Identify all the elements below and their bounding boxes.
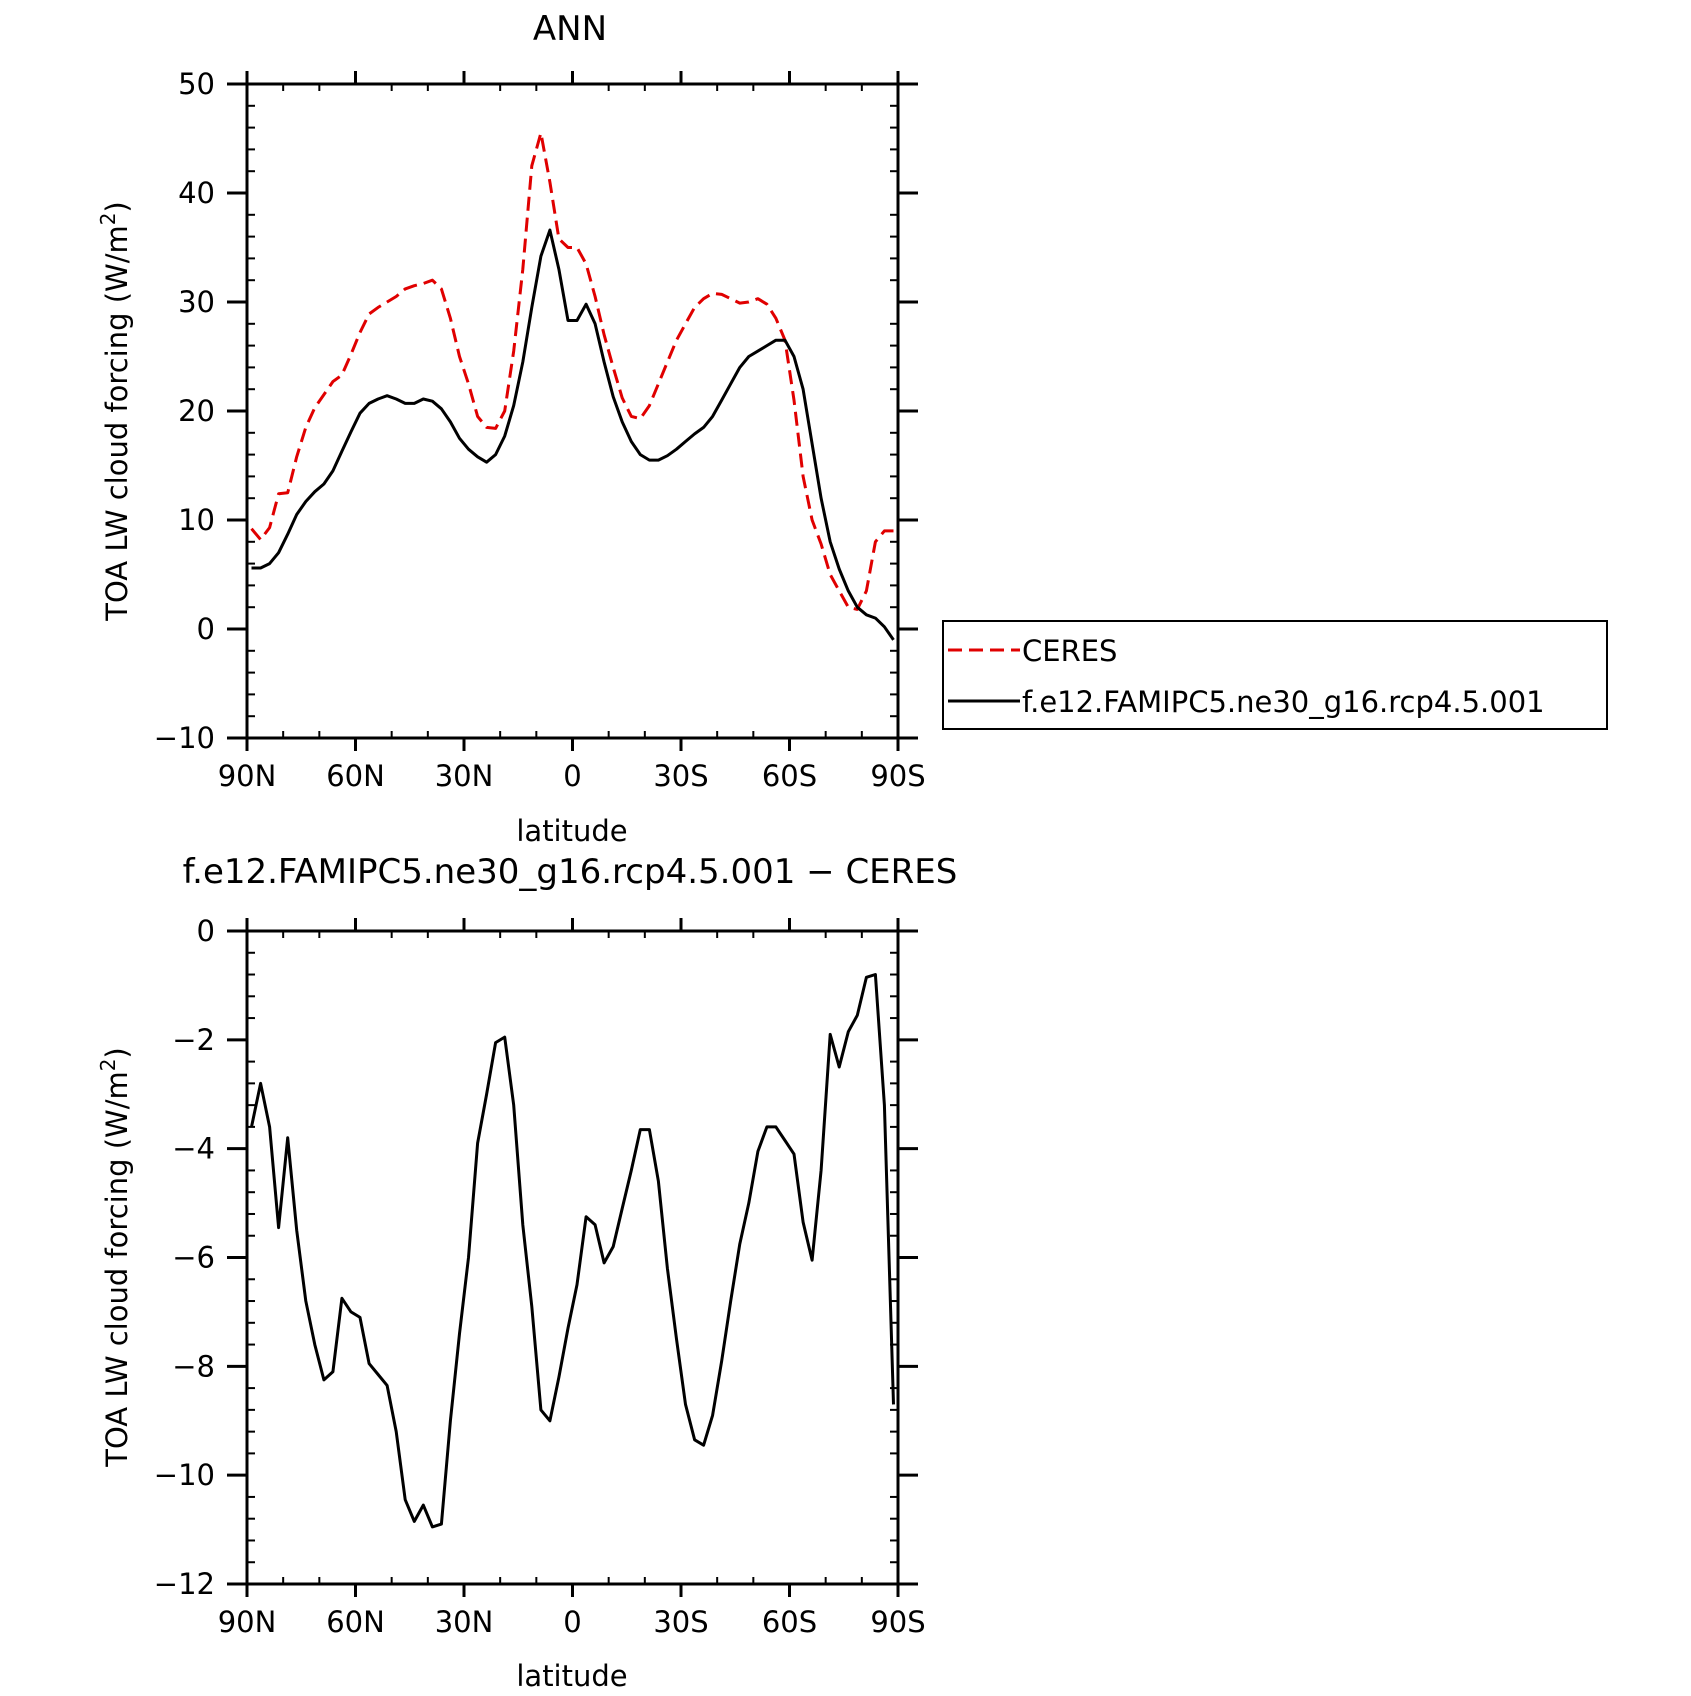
x-tick-label: 90S: [870, 1605, 925, 1639]
x-axis-label: latitude: [516, 1659, 627, 1691]
x-tick-labels: 90N 60N 30N 0 30S 60S 90S: [218, 1605, 926, 1639]
y-axis-label-close: ): [100, 1047, 134, 1058]
series-line-0: [250, 973, 895, 1529]
y-tick-labels: −12 −10 −8 −6 −4 −2 0: [154, 914, 215, 1601]
x-tick-label: 90N: [218, 1605, 277, 1639]
y-axis-label-text: TOA LW cloud forcing (W/m: [100, 225, 134, 621]
y-axis-label-sup: 2: [96, 213, 120, 226]
x-tick-label: 30S: [653, 1605, 708, 1639]
y-axis-label-close: ): [100, 201, 134, 212]
series-layer: [250, 973, 895, 1529]
legend-label-model: f.e12.FAMIPC5.ne30_g16.rcp4.5.001: [1022, 685, 1545, 719]
y-axis-label: TOA LW cloud forcing (W/m2): [96, 201, 134, 622]
y-tick-label: −4: [172, 1132, 215, 1166]
axis-ticks: [227, 918, 918, 1597]
y-tick-label: −12: [154, 1567, 215, 1601]
y-tick-label: −6: [172, 1241, 215, 1275]
y-tick-label: 40: [178, 176, 215, 210]
x-tick-label: 90S: [870, 759, 925, 793]
legend-label-ceres: CERES: [1022, 634, 1117, 668]
y-tick-label: −2: [172, 1023, 215, 1057]
chart-top: ANN 90N 60N 30N 0 30S 60S 90S −10 0 10 20 30 40 50 l…: [96, 9, 926, 848]
x-tick-label: 60S: [762, 1605, 817, 1639]
y-tick-label: −10: [154, 721, 215, 755]
y-tick-label: −8: [172, 1349, 215, 1383]
y-axis-label: TOA LW cloud forcing (W/m2): [96, 1047, 134, 1468]
chart-title: f.e12.FAMIPC5.ne30_g16.rcp4.5.001 − CERE…: [183, 852, 958, 892]
x-tick-label: 30N: [435, 1605, 494, 1639]
legend: CERES f.e12.FAMIPC5.ne30_g16.rcp4.5.001: [942, 620, 1608, 730]
plot-frame: [245, 929, 900, 1586]
x-tick-label: 30N: [435, 759, 494, 793]
y-tick-label: 50: [178, 67, 215, 101]
plot-frame: [245, 82, 900, 740]
y-axis-label-text: TOA LW cloud forcing (W/m: [100, 1071, 134, 1467]
x-tick-label: 0: [563, 1605, 581, 1639]
y-axis-label-sup: 2: [96, 1059, 120, 1072]
series-layer: [250, 131, 895, 641]
y-tick-label: −10: [154, 1458, 215, 1492]
x-tick-label: 60S: [762, 759, 817, 793]
x-tick-label: 0: [563, 759, 581, 793]
series-line-0: [250, 131, 894, 611]
x-tick-label: 60N: [326, 1605, 385, 1639]
series-line-1: [251, 228, 895, 641]
axis-ticks: [227, 71, 918, 751]
x-tick-label: 30S: [653, 759, 708, 793]
chart-bottom: f.e12.FAMIPC5.ne30_g16.rcp4.5.001 − CERE…: [96, 852, 958, 1693]
y-tick-labels: −10 0 10 20 30 40 50: [154, 67, 215, 755]
y-tick-label: 20: [178, 394, 215, 428]
y-tick-label: 10: [178, 503, 215, 537]
x-tick-label: 90N: [218, 759, 277, 793]
y-tick-label: 30: [178, 285, 215, 319]
x-tick-label: 60N: [326, 759, 385, 793]
y-tick-label: 0: [197, 914, 215, 948]
x-axis-label: latitude: [516, 814, 627, 848]
x-tick-labels: 90N 60N 30N 0 30S 60S 90S: [218, 759, 926, 793]
chart-title: ANN: [533, 9, 607, 49]
y-tick-label: 0: [197, 612, 215, 646]
legend-box: [942, 620, 1608, 730]
